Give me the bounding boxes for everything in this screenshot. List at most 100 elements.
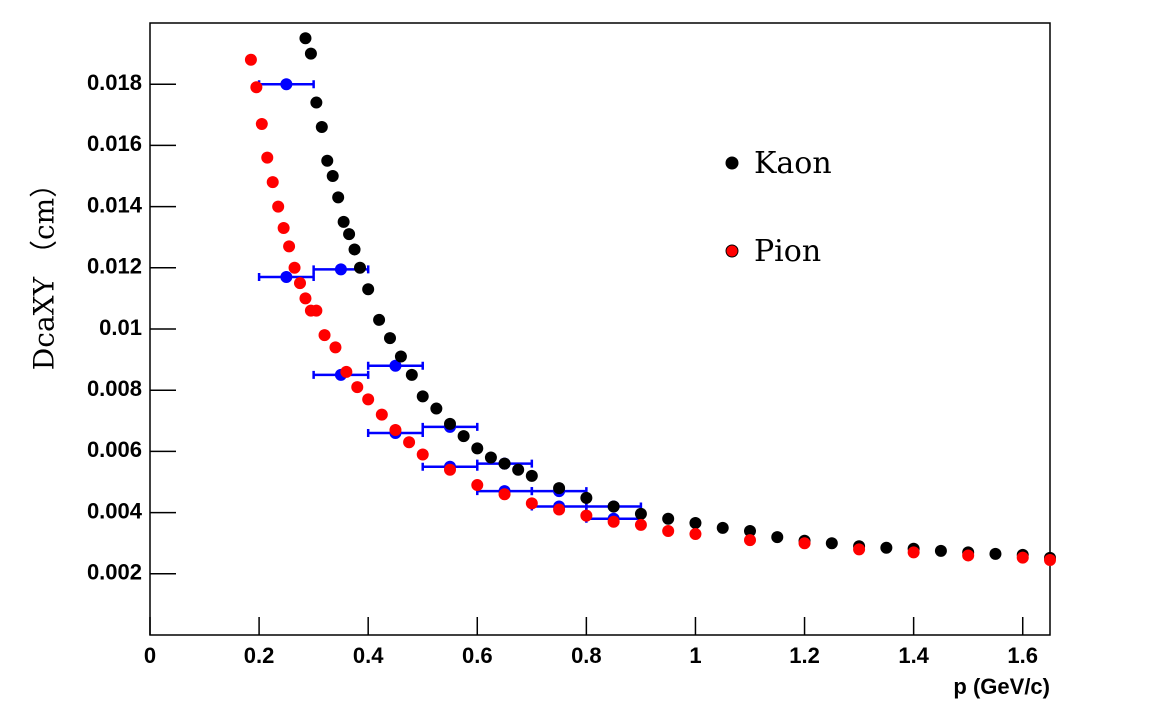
data-point: [343, 228, 356, 241]
data-point: [771, 531, 784, 544]
data-point: [853, 543, 866, 556]
data-point: [326, 170, 339, 182]
data-point: [405, 368, 418, 381]
data-point: [689, 517, 702, 530]
data-point: [389, 359, 402, 372]
data-point: [321, 154, 334, 167]
data-point: [334, 263, 347, 276]
data-point: [471, 442, 484, 455]
data-point: [294, 277, 306, 290]
data-point: [498, 457, 511, 470]
y-axis-label: DcaXY （cm）: [28, 170, 61, 370]
legend-marker: [725, 244, 739, 258]
y-tick-label: 0.01: [99, 315, 142, 340]
data-point: [430, 402, 443, 415]
legend-label: Kaon: [754, 146, 832, 181]
data-point: [580, 491, 593, 504]
data-point: [337, 215, 350, 228]
data-point: [744, 524, 756, 537]
data-point: [403, 436, 416, 449]
data-point: [310, 96, 323, 109]
data-point: [394, 350, 407, 363]
data-point: [444, 463, 456, 476]
x-tick-label: 0.6: [462, 643, 493, 668]
x-tick-label: 0.8: [571, 643, 602, 668]
y-tick-label: 0.014: [87, 192, 143, 217]
data-point: [304, 47, 317, 60]
data-point: [283, 240, 296, 253]
data-point: [416, 390, 429, 403]
data-point: [457, 430, 470, 443]
data-point: [498, 488, 511, 501]
data-point: [1044, 554, 1056, 567]
data-point: [607, 500, 620, 513]
data-point: [299, 32, 312, 45]
data-point: [362, 393, 375, 406]
data-point: [340, 365, 353, 378]
data-point: [484, 451, 497, 464]
data-point: [299, 292, 312, 305]
data-point: [662, 512, 675, 525]
data-point: [934, 544, 947, 557]
data-point: [989, 547, 1002, 560]
data-point: [384, 332, 396, 345]
data-point: [553, 503, 566, 516]
x-tick-label: 1.4: [898, 643, 929, 668]
data-point: [689, 528, 702, 541]
y-tick-label: 0.006: [87, 437, 142, 462]
data-point: [634, 507, 647, 520]
data-point: [354, 261, 366, 274]
data-point: [315, 121, 328, 134]
data-point: [662, 524, 675, 537]
data-point: [553, 482, 566, 495]
data-point: [288, 261, 301, 274]
data-point: [332, 191, 345, 204]
data-point: [716, 521, 729, 534]
data-point: [277, 222, 290, 235]
data-point: [261, 151, 274, 164]
data-point: [272, 200, 285, 213]
y-tick-label: 0.002: [87, 560, 142, 585]
y-tick-label: 0.012: [87, 254, 142, 279]
x-axis-label: p (GeV/c): [953, 674, 1050, 699]
data-point: [389, 423, 402, 436]
data-point: [266, 176, 279, 189]
data-point: [1016, 551, 1029, 564]
data-point: [512, 463, 525, 476]
data-point: [280, 270, 293, 283]
data-point: [607, 515, 620, 528]
data-point: [329, 341, 342, 354]
data-point: [962, 549, 975, 562]
data-point: [362, 283, 375, 296]
data-point: [280, 78, 293, 91]
data-point: [250, 81, 263, 94]
y-tick-label: 0.008: [87, 376, 142, 401]
data-point: [255, 117, 268, 130]
x-tick-label: 1.2: [789, 643, 820, 668]
data-point: [244, 53, 257, 66]
legend-label: Pion: [754, 234, 821, 269]
data-point: [525, 469, 538, 482]
x-tick-label: 1.6: [1007, 643, 1038, 668]
data-point: [373, 313, 386, 326]
data-point: [416, 448, 429, 461]
data-point: [634, 518, 647, 531]
x-tick-label: 0.4: [353, 643, 384, 668]
data-point: [375, 408, 388, 421]
y-tick-label: 0.004: [87, 498, 143, 523]
data-point: [907, 546, 920, 559]
x-tick-label: 0.2: [244, 643, 275, 668]
data-point: [825, 537, 838, 550]
x-tick-label: 1: [689, 643, 701, 668]
data-point: [525, 497, 538, 510]
data-point: [744, 534, 756, 547]
legend-marker: [725, 156, 739, 170]
y-tick-label: 0.016: [87, 131, 142, 156]
data-point: [471, 479, 484, 492]
x-tick-label: 0: [144, 643, 156, 668]
data-point: [310, 304, 323, 317]
y-tick-label: 0.018: [87, 70, 142, 95]
data-point: [880, 541, 893, 554]
data-point: [351, 381, 364, 394]
